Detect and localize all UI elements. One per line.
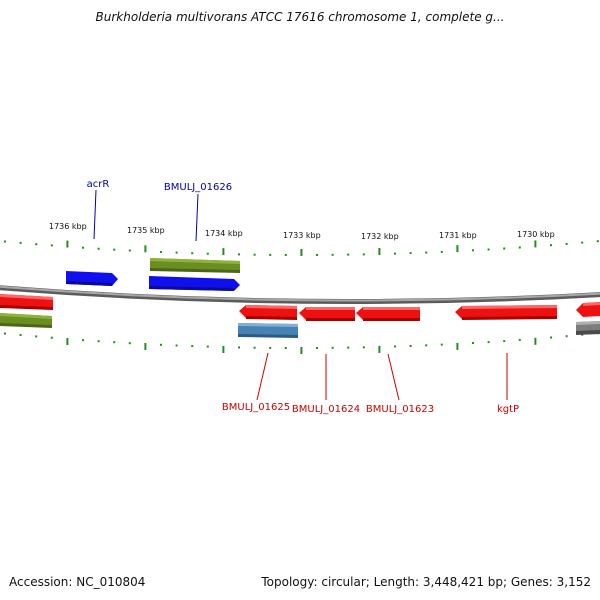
label-leader-lines — [93, 189, 508, 401]
feature-right-edge-gray — [576, 321, 600, 335]
label-BMULJ_01626[interactable]: BMULJ_01626 — [164, 182, 232, 193]
kbp-labels: 1736 kbp 1735 kbp 1734 kbp 1733 kbp 1732… — [49, 222, 555, 241]
outer-tick-ring — [4, 240, 599, 256]
kbp-label-1732: 1732 kbp — [361, 232, 399, 241]
kbp-label-1730: 1730 kbp — [517, 230, 555, 239]
label-BMULJ_01623[interactable]: BMULJ_01623 — [366, 404, 434, 415]
label-BMULJ_01624[interactable]: BMULJ_01624 — [292, 404, 360, 415]
kbp-label-1734: 1734 kbp — [205, 229, 243, 238]
label-acrR[interactable]: acrR — [87, 179, 110, 190]
label-BMULJ_01625[interactable]: BMULJ_01625 — [222, 402, 290, 413]
gene-kgtP[interactable] — [455, 305, 557, 320]
chromosome-backbone — [0, 285, 600, 305]
gene-left-edge-red — [0, 294, 53, 310]
gene-BMULJ_01624[interactable] — [299, 307, 355, 321]
map-title: Burkholderia multivorans ATCC 17616 chro… — [95, 10, 505, 24]
cluster-left-edge-olive — [0, 313, 52, 328]
gene-BMULJ_01626[interactable] — [149, 276, 240, 291]
topology-summary: Topology: circular; Length: 3,448,421 bp… — [261, 575, 591, 589]
label-kgtP[interactable]: kgtP — [497, 404, 519, 415]
kbp-label-1736: 1736 kbp — [49, 222, 87, 231]
inner-tick-ring — [4, 332, 599, 354]
left-edge-features — [0, 294, 53, 328]
reverse-strand-features — [238, 302, 600, 338]
feature-steelblue — [238, 323, 298, 338]
accession-text: Accession: NC_010804 — [9, 575, 146, 589]
kbp-label-1731: 1731 kbp — [439, 231, 477, 240]
gene-BMULJ_01625[interactable] — [239, 305, 297, 320]
forward-strand-features — [66, 258, 240, 291]
gene-BMULJ_01623[interactable] — [356, 307, 420, 321]
kbp-label-1733: 1733 kbp — [283, 231, 321, 240]
gene-right-edge-red — [576, 302, 600, 317]
cluster-forward-olive — [150, 258, 240, 273]
gene-acrR[interactable] — [66, 271, 118, 286]
kbp-label-1735: 1735 kbp — [127, 226, 165, 235]
gene-labels: acrR BMULJ_01626 BMULJ_01625 BMULJ_01624… — [87, 179, 519, 415]
